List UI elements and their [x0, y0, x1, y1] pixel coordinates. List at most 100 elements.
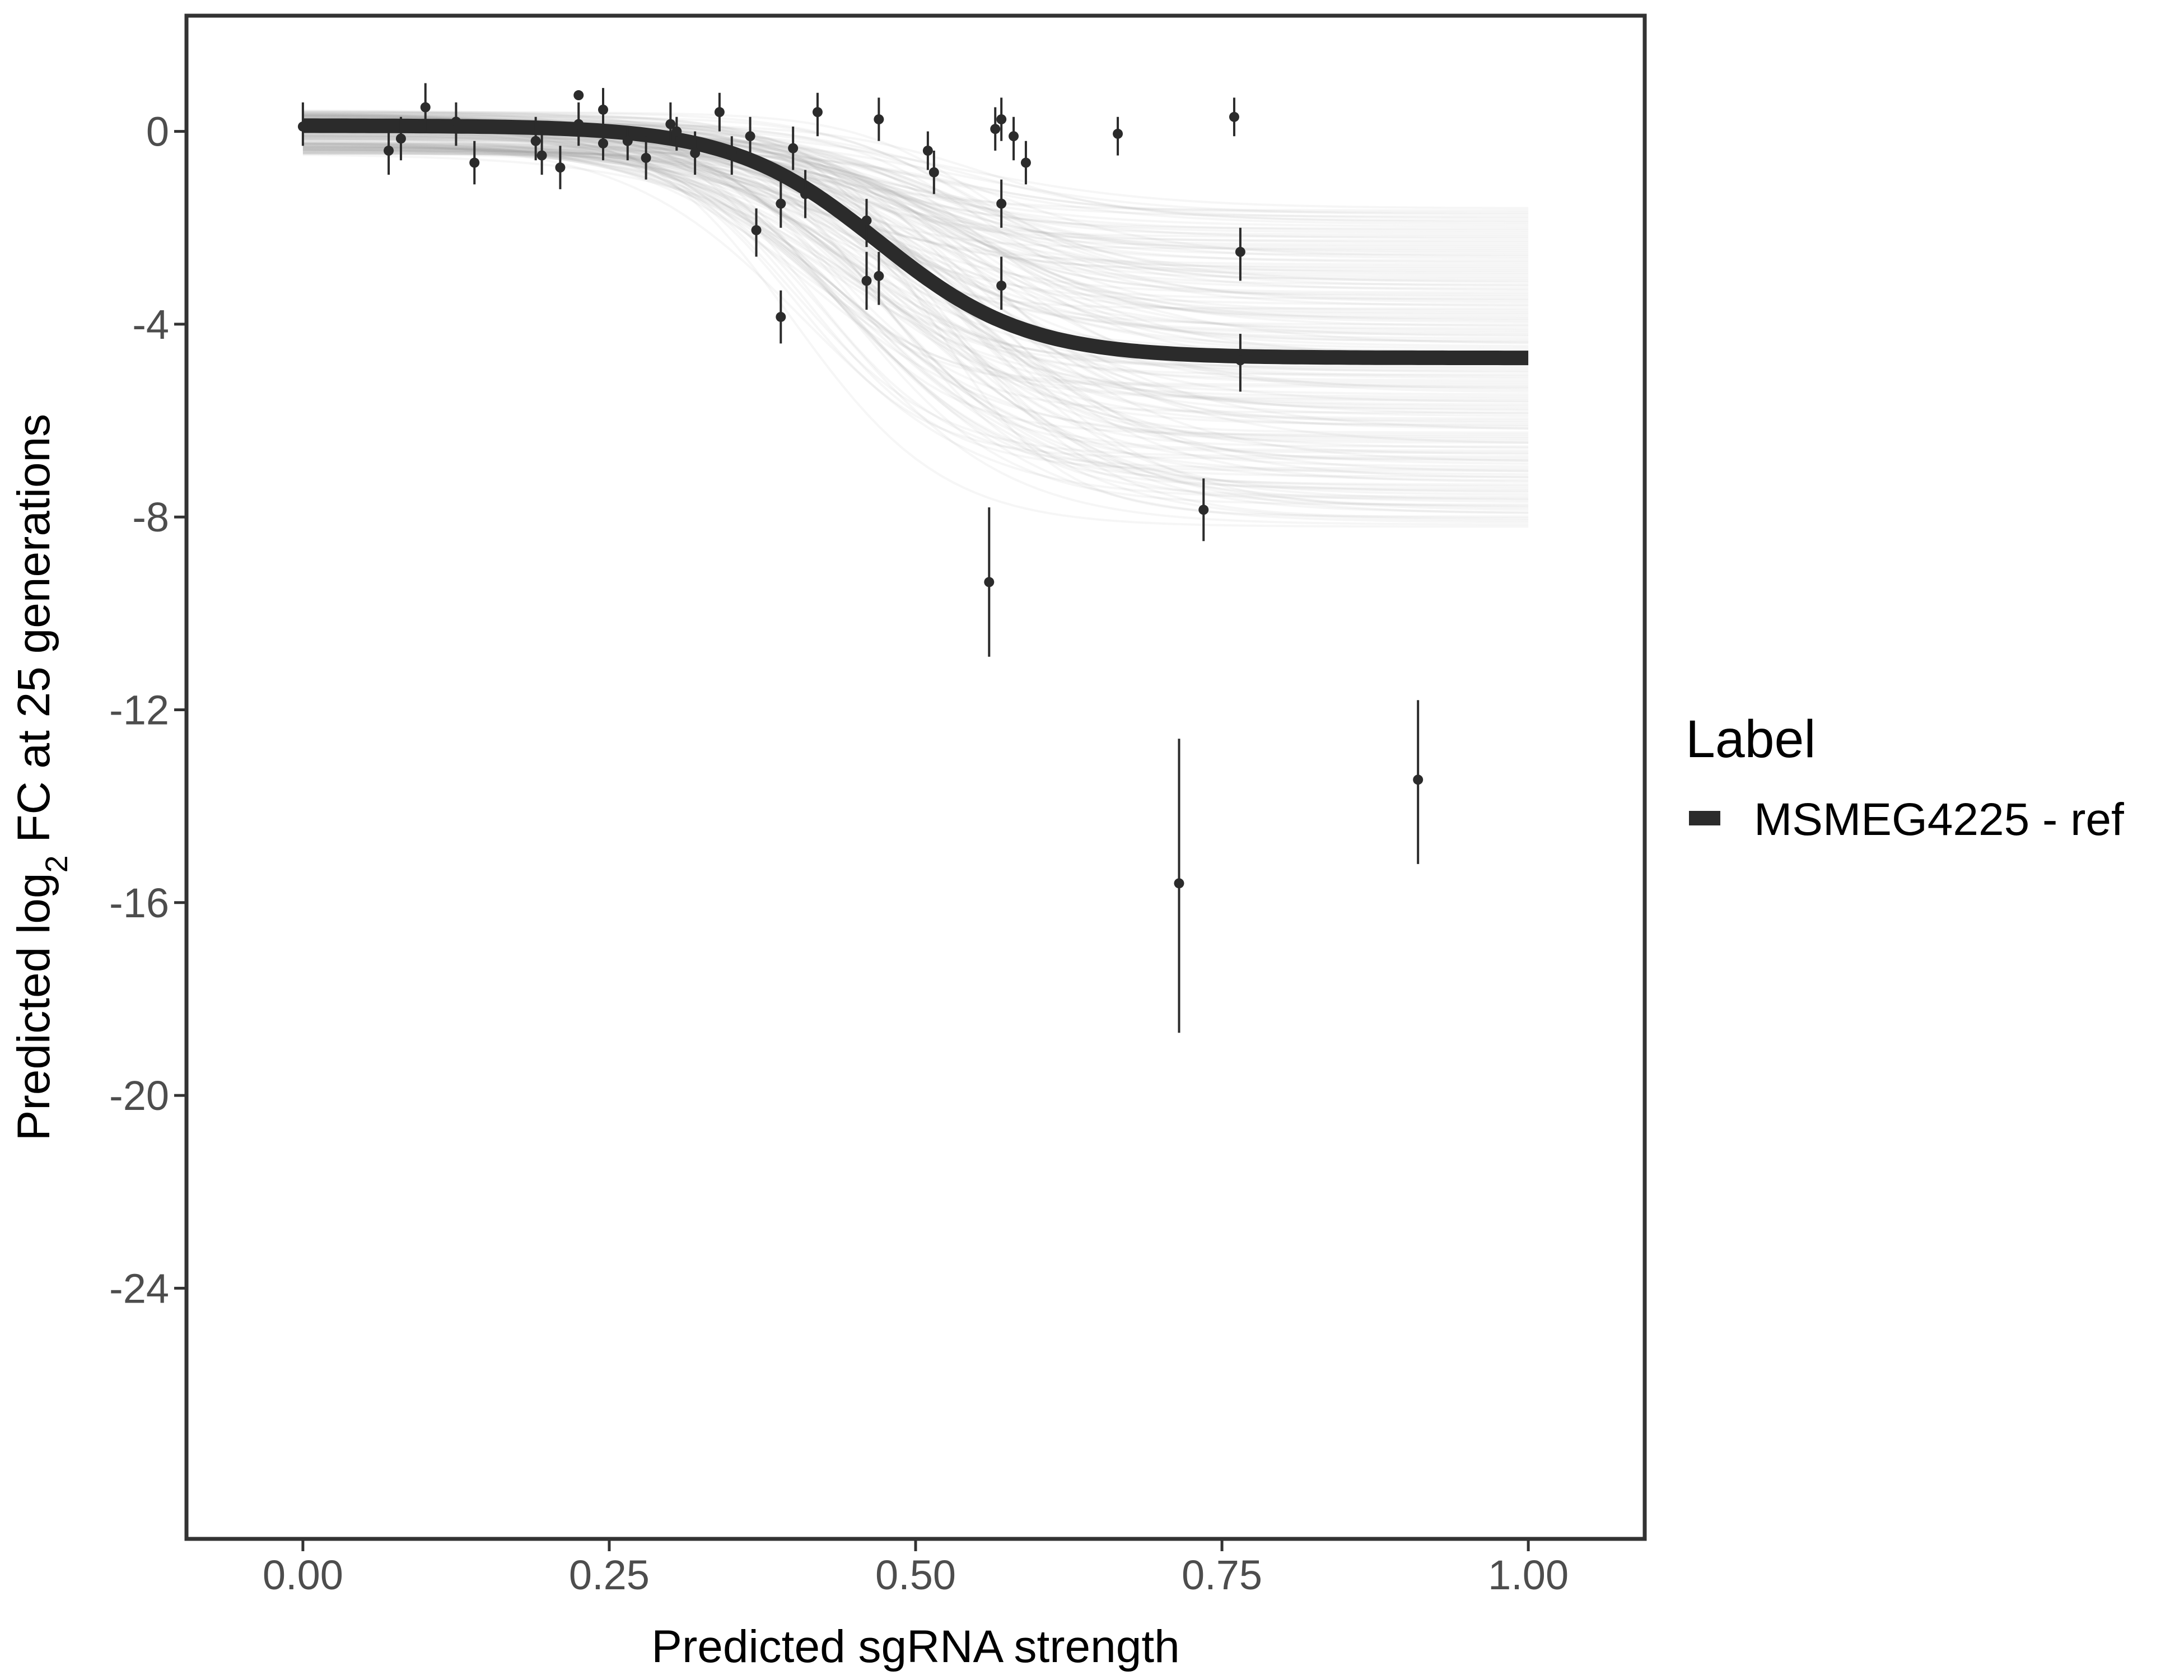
posterior-draw-line	[302, 151, 1529, 272]
data-point	[714, 92, 725, 132]
posterior-draw-line	[302, 134, 1529, 498]
posterior-draw-line	[302, 129, 1529, 412]
posterior-draw-line	[302, 135, 1529, 472]
data-point	[598, 88, 608, 132]
y-tick-label: -16	[109, 880, 169, 926]
posterior-draw-line	[302, 143, 1529, 268]
posterior-draw-line	[302, 114, 1529, 240]
point-marker	[1174, 878, 1184, 889]
data-point	[996, 256, 1007, 310]
posterior-draw-line	[302, 143, 1529, 296]
posterior-draw-line	[302, 137, 1529, 342]
posterior-draw-line	[302, 147, 1529, 246]
x-tick-label: 1.00	[1488, 1552, 1569, 1598]
point-marker	[726, 148, 737, 158]
point-marker	[984, 577, 995, 587]
posterior-draw-line	[302, 133, 1529, 230]
data-point	[395, 116, 406, 161]
data-point	[1235, 334, 1245, 392]
point-marker	[861, 215, 872, 226]
data-point	[874, 97, 884, 141]
point-marker	[665, 119, 676, 129]
data-point	[984, 507, 995, 657]
point-marker	[1113, 128, 1123, 139]
data-point	[555, 146, 566, 189]
legend-title: Label	[1686, 710, 1816, 769]
data-point	[1009, 116, 1019, 161]
point-marker	[573, 119, 584, 129]
legend-key-msmeg4225-ref	[1689, 811, 1720, 825]
point-marker	[776, 198, 786, 209]
point-marker	[451, 116, 461, 127]
x-axis-title: Predicted sgRNA strength	[651, 1621, 1179, 1672]
data-point	[536, 131, 547, 175]
posterior-draw-line	[302, 109, 1529, 238]
posterior-draw-line	[302, 141, 1529, 503]
data-point	[1235, 227, 1245, 281]
point-marker	[622, 136, 633, 146]
point-marker	[690, 148, 701, 158]
data-points	[297, 83, 1424, 1033]
y-axis-title-subscript: 2	[39, 855, 74, 872]
data-point	[922, 131, 933, 170]
point-marker	[1198, 505, 1209, 515]
posterior-draw-line	[302, 115, 1529, 330]
data-point	[776, 179, 786, 228]
data-point	[573, 90, 584, 101]
posterior-draw-line	[302, 147, 1529, 465]
data-point	[861, 251, 872, 310]
data-point	[671, 116, 682, 151]
legend-label-msmeg4225-ref: MSMEG4225 - ref	[1754, 794, 2124, 845]
point-marker	[714, 107, 725, 118]
posterior-draw-line	[302, 145, 1529, 256]
posterior-draw-line	[302, 146, 1529, 506]
posterior-draw-line	[302, 134, 1529, 236]
point-marker	[384, 146, 394, 156]
posterior-draw-line	[302, 117, 1529, 294]
point-marker	[297, 121, 308, 132]
point-marker	[1235, 246, 1245, 257]
y-tick-label: 0	[146, 109, 169, 155]
plot-panel-border	[184, 13, 1647, 1541]
y-tick-label: -24	[109, 1265, 169, 1312]
data-point	[800, 170, 811, 218]
fit-line	[301, 118, 1530, 366]
point-marker	[1020, 157, 1031, 168]
posterior-draw-line	[302, 146, 1529, 270]
posterior-draw-line	[302, 144, 1529, 382]
x-tick-label: 0.25	[569, 1552, 650, 1598]
legend: Label MSMEG4225 - ref	[1686, 710, 2124, 845]
point-marker	[800, 189, 811, 199]
point-marker	[874, 270, 884, 281]
data-point	[996, 179, 1007, 228]
x-tick-label: 0.50	[875, 1552, 956, 1598]
posterior-draw-line	[302, 111, 1529, 274]
posterior-draw-line	[302, 152, 1529, 212]
posterior-draw-line	[302, 132, 1529, 343]
posterior-draw-line	[302, 148, 1529, 300]
data-point	[1413, 700, 1424, 864]
data-point	[598, 126, 608, 161]
point-marker	[641, 152, 651, 163]
posterior-draw-line	[302, 111, 1529, 278]
point-marker	[598, 104, 608, 115]
point-marker	[1235, 355, 1245, 366]
point-marker	[996, 198, 1007, 209]
point-marker	[469, 157, 480, 168]
posterior-draw-line	[302, 152, 1529, 318]
data-point	[1174, 739, 1184, 1033]
posterior-draw-line	[302, 152, 1529, 316]
data-point	[451, 102, 461, 146]
posterior-draw-line	[302, 114, 1529, 463]
posterior-draw-line	[302, 111, 1529, 260]
posterior-draw-line	[302, 137, 1529, 403]
posterior-draw-line	[302, 141, 1529, 328]
posterior-draw-line	[302, 132, 1529, 216]
data-point	[745, 116, 755, 156]
y-axis-title-suffix: FC at 25 generations	[8, 414, 59, 856]
data-point	[812, 92, 823, 137]
point-marker	[990, 124, 1001, 134]
posterior-draw-line	[302, 131, 1529, 482]
data-point	[928, 151, 939, 194]
